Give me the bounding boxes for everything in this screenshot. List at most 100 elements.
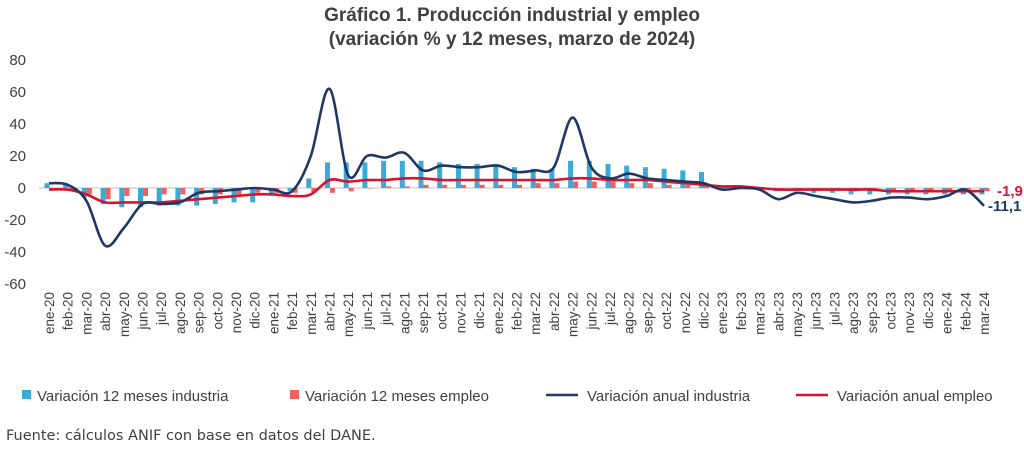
x-tick-label: jun-23 [809,292,824,331]
bar-industria [44,183,50,188]
bar-industria [530,168,536,188]
bar-empleo [348,188,354,192]
x-tick-label: feb-22 [510,292,525,330]
bar-empleo [610,181,616,188]
bar-empleo [404,186,410,188]
y-tick-label: -40 [4,244,26,261]
legend-label: Variación anual industria [587,388,751,405]
x-tick-label: jun-22 [584,292,599,331]
bar-industria [100,188,106,204]
legend-swatch [290,390,299,399]
x-tick-label: may-22 [566,292,581,337]
x-tick-label: mar-20 [79,292,94,335]
x-tick-label: jun-20 [136,292,151,331]
bar-empleo [591,181,597,188]
bar-industria [418,160,424,188]
bar-industria [156,188,162,206]
x-tick-label: jun-21 [360,292,375,331]
bar-industria [455,164,461,188]
bar-industria [268,188,274,195]
x-tick-label: sep-20 [192,292,207,333]
bar-empleo [479,184,485,188]
bar-industria [287,188,293,192]
x-tick-label: feb-23 [734,292,749,330]
x-tick-label: jul-22 [603,292,618,326]
bar-industria [699,172,704,188]
source-note: Fuente: cálculos ANIF con base en datos … [6,428,376,444]
bar-empleo [517,184,522,188]
x-tick-label: oct-21 [435,292,450,330]
bar-empleo [86,188,92,195]
bar-industria [512,167,517,188]
bar-industria [867,188,873,195]
line-empleo [48,176,985,205]
bar-empleo [947,188,953,192]
x-tick-label: jul-20 [154,292,169,326]
x-tick-label: feb-21 [285,292,300,330]
bar-empleo [460,184,466,188]
line-industria [48,87,985,248]
x-tick-label: nov-23 [902,292,917,333]
bar-empleo [161,188,167,195]
bar-industria [493,165,499,188]
bar-empleo [704,184,709,188]
x-tick-label: nov-21 [453,292,468,333]
bar-empleo [311,188,317,193]
end-label-empleo: -1,9 [997,183,1023,200]
y-tick-label: -60 [4,276,26,293]
y-tick-label: 40 [9,116,26,133]
x-tick-label: ene-23 [715,292,730,334]
x-tick-label: oct-22 [659,292,674,330]
x-tick-label: mar-24 [977,292,992,335]
bar-empleo [367,188,373,189]
x-tick-label: may-21 [341,292,356,337]
x-tick-label: feb-20 [61,292,76,330]
x-tick-label: dic-20 [248,292,263,329]
bar-industria [437,162,443,188]
legend-label: Variación 12 meses empleo [305,388,489,405]
legend-swatch [22,390,31,399]
x-tick-label: dic-23 [921,292,936,329]
lines [48,87,985,248]
y-tick-label: 20 [9,148,26,165]
bar-industria [586,160,592,188]
bar-industria [661,168,667,188]
bar-empleo [330,188,335,193]
bar-industria [306,178,312,188]
bar-empleo [143,188,148,196]
x-tick-label: ene-22 [491,292,506,334]
x-tick-label: mar-22 [528,292,543,335]
bar-empleo [554,183,560,188]
x-tick-label: sep-22 [640,292,655,333]
bar-industria [63,183,69,188]
bar-empleo [236,188,242,195]
bar-empleo [255,188,261,193]
x-tick-label: sep-23 [865,292,880,333]
bar-empleo [442,184,448,188]
bar-industria [624,165,630,188]
x-tick-label: oct-23 [884,292,899,330]
bar-industria [474,164,480,188]
bar-empleo [423,184,429,188]
x-tick-label: abr-22 [547,292,562,331]
x-tick-label: dic-21 [472,292,487,329]
legend: Variación 12 meses industria Variación 12… [22,388,993,405]
x-tick-label: may-20 [117,292,132,337]
bar-empleo [292,188,298,193]
end-label-industria: -11,1 [988,198,1021,215]
x-tick-label: ene-24 [940,292,955,335]
bar-industria [680,170,686,188]
bar-empleo [498,184,504,188]
x-tick-label: jul-21 [379,292,394,326]
bar-empleo [666,184,672,188]
bar-industria [119,188,125,208]
bar-industria [848,188,854,195]
x-tick-label: oct-20 [210,292,225,330]
bar-empleo [629,183,635,188]
bar-industria [568,160,574,188]
x-tick-label: abr-23 [771,292,786,331]
x-tick-label: mar-21 [304,292,319,335]
y-tick-label: 80 [9,52,26,69]
x-tick-label: nov-20 [229,292,244,333]
bar-empleo [909,188,915,192]
